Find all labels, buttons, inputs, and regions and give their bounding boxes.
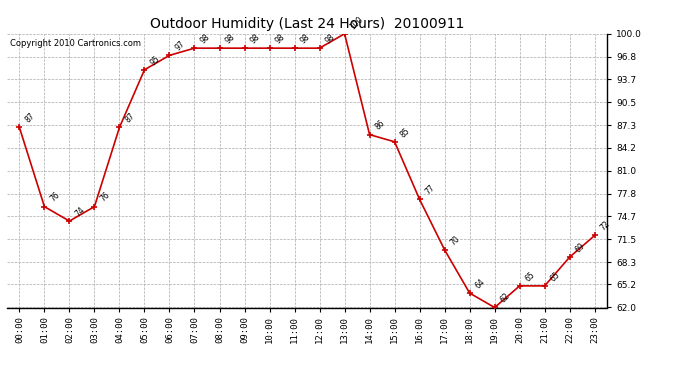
Text: 74: 74 <box>74 205 87 218</box>
Text: 98: 98 <box>224 32 237 45</box>
Text: 95: 95 <box>148 54 162 67</box>
Text: 65: 65 <box>524 270 537 283</box>
Text: 87: 87 <box>23 111 37 125</box>
Text: 100: 100 <box>348 14 365 31</box>
Text: 86: 86 <box>374 118 387 132</box>
Text: Copyright 2010 Cartronics.com: Copyright 2010 Cartronics.com <box>10 39 141 48</box>
Text: 70: 70 <box>448 234 462 247</box>
Text: 98: 98 <box>324 32 337 45</box>
Text: 69: 69 <box>574 241 587 254</box>
Text: 98: 98 <box>248 32 262 45</box>
Text: 98: 98 <box>299 32 312 45</box>
Title: Outdoor Humidity (Last 24 Hours)  20100911: Outdoor Humidity (Last 24 Hours) 2010091… <box>150 17 464 31</box>
Text: 87: 87 <box>124 111 137 125</box>
Text: 98: 98 <box>199 32 212 45</box>
Text: 85: 85 <box>399 126 412 139</box>
Text: 62: 62 <box>499 291 512 305</box>
Text: 64: 64 <box>474 277 487 290</box>
Text: 76: 76 <box>99 190 112 204</box>
Text: 98: 98 <box>274 32 287 45</box>
Text: 77: 77 <box>424 183 437 196</box>
Text: 97: 97 <box>174 39 187 53</box>
Text: 72: 72 <box>599 219 612 232</box>
Text: 76: 76 <box>48 190 62 204</box>
Text: 65: 65 <box>549 270 562 283</box>
